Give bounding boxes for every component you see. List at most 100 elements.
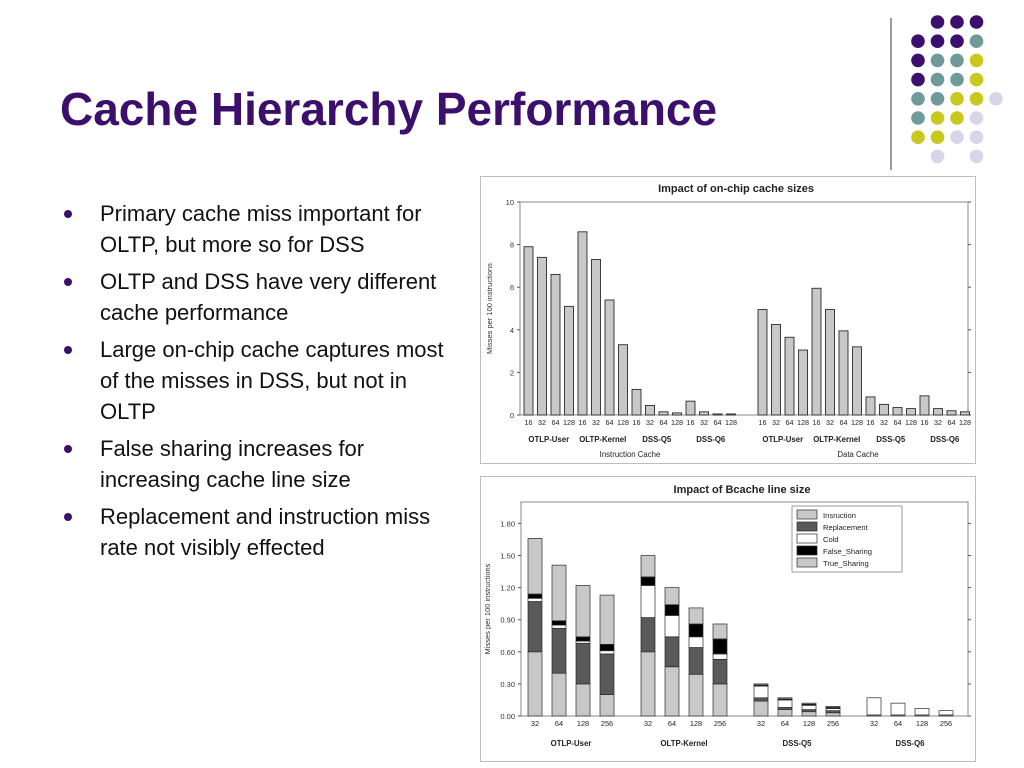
group-label: DSS-Q5 bbox=[782, 739, 812, 748]
bar-segment bbox=[825, 706, 841, 708]
bar-segment bbox=[599, 650, 615, 655]
bar-segment bbox=[551, 620, 567, 626]
bar-segment bbox=[914, 708, 930, 716]
bar bbox=[825, 309, 835, 416]
y-tick-label: 0.30 bbox=[500, 680, 515, 689]
bar-segment bbox=[664, 636, 680, 668]
bar-segment bbox=[527, 538, 543, 595]
x-tick-label: 64 bbox=[660, 418, 668, 427]
legend-label: Replacement bbox=[823, 523, 869, 532]
section-label: Data Cache bbox=[837, 450, 878, 459]
decorative-dot bbox=[930, 34, 945, 48]
x-tick-label: 32 bbox=[772, 418, 780, 427]
x-tick-label: 128 bbox=[851, 418, 863, 427]
bar bbox=[906, 408, 916, 416]
bar-segment bbox=[801, 702, 817, 705]
y-tick-label: 2 bbox=[510, 368, 514, 377]
legend-label: Cold bbox=[823, 535, 839, 544]
bar bbox=[838, 330, 849, 416]
decorative-dot bbox=[930, 111, 945, 125]
x-tick-label: 16 bbox=[759, 418, 767, 427]
x-tick-label: 128 bbox=[797, 418, 809, 427]
bar-segment bbox=[688, 607, 704, 625]
decorative-dot bbox=[950, 72, 964, 87]
x-tick-label: 128 bbox=[563, 418, 575, 427]
bar-segment bbox=[575, 636, 591, 642]
decorative-dot bbox=[911, 111, 925, 125]
x-tick-label: 16 bbox=[867, 418, 875, 427]
bullet-dot-icon bbox=[64, 445, 72, 453]
legend-label: Insruction bbox=[823, 511, 856, 520]
bar bbox=[712, 413, 723, 416]
x-tick-label: 128 bbox=[725, 418, 737, 427]
decorative-dot bbox=[950, 92, 964, 106]
y-tick-label: 10 bbox=[506, 198, 514, 207]
bar bbox=[685, 400, 696, 416]
bar-segment bbox=[890, 702, 906, 716]
bcache-line-size-chart: Impact of Bcache line size 0.00 0.30 0.60 0.… bbox=[480, 476, 976, 762]
bar bbox=[631, 388, 642, 416]
bar bbox=[537, 256, 547, 416]
bullet-dot-icon bbox=[64, 346, 72, 354]
decorative-dot bbox=[930, 72, 945, 87]
bar bbox=[699, 411, 709, 416]
bar-segment bbox=[801, 704, 817, 710]
y-tick-label: 0.90 bbox=[500, 616, 515, 625]
x-tick-label: 128 bbox=[690, 719, 702, 728]
bar bbox=[798, 349, 808, 416]
x-tick-label: 32 bbox=[644, 719, 652, 728]
bar-segment bbox=[527, 651, 543, 717]
group-label: DSS-Q6 bbox=[696, 435, 726, 444]
bar bbox=[577, 231, 588, 416]
bar bbox=[919, 395, 930, 416]
bar-segment bbox=[599, 643, 615, 652]
bar bbox=[550, 273, 561, 416]
plot-area bbox=[519, 201, 969, 416]
bar-segment bbox=[688, 623, 704, 638]
group-label: OTLP-User bbox=[551, 739, 592, 748]
bar bbox=[658, 411, 669, 416]
y-axis-label: Misses per 100 instructions bbox=[485, 263, 494, 354]
bar-segment bbox=[753, 697, 769, 702]
group-label: OLTP-Kernel bbox=[813, 435, 860, 444]
bullet-item: OLTP and DSS have very different cache p… bbox=[62, 266, 462, 328]
y-tick-label: 0.00 bbox=[500, 712, 515, 721]
bar-segment bbox=[688, 636, 704, 648]
bar-segment bbox=[712, 683, 728, 717]
group-label: DSS-Q6 bbox=[930, 435, 960, 444]
y-tick-label: 1.50 bbox=[500, 552, 515, 561]
bar-segment bbox=[575, 683, 591, 717]
x-tick-label: 256 bbox=[601, 719, 613, 728]
bar bbox=[852, 346, 862, 416]
legend-swatch bbox=[796, 509, 818, 520]
bar-segment bbox=[753, 685, 769, 699]
bar-segment bbox=[575, 642, 591, 685]
bar-segment bbox=[640, 576, 656, 586]
decorative-dot bbox=[969, 111, 984, 125]
bar-segment bbox=[712, 638, 728, 655]
bar bbox=[946, 410, 957, 416]
decorative-dot bbox=[950, 34, 964, 48]
bullet-item: Large on-chip cache captures most of the… bbox=[62, 334, 462, 427]
bar bbox=[811, 287, 822, 416]
decorative-dot bbox=[969, 53, 984, 68]
x-tick-label: 64 bbox=[781, 719, 789, 728]
x-tick-label: 64 bbox=[555, 719, 563, 728]
x-tick-label: 32 bbox=[826, 418, 834, 427]
bar-segment bbox=[551, 624, 567, 629]
x-tick-label: 64 bbox=[606, 418, 614, 427]
plot-area bbox=[520, 501, 969, 717]
decorative-dot bbox=[930, 92, 945, 106]
bar bbox=[933, 408, 943, 416]
decorative-dot bbox=[911, 72, 925, 87]
decorative-dot bbox=[969, 130, 984, 144]
x-tick-label: 64 bbox=[714, 418, 722, 427]
decorative-dot bbox=[950, 111, 964, 125]
y-tick-label: 0.60 bbox=[500, 648, 515, 657]
bar-segment bbox=[640, 651, 656, 717]
bar bbox=[879, 403, 889, 416]
group-label: OTLP-User bbox=[762, 435, 803, 444]
x-tick-label: 32 bbox=[880, 418, 888, 427]
chart-frame bbox=[480, 176, 976, 464]
bar-segment bbox=[777, 697, 793, 700]
